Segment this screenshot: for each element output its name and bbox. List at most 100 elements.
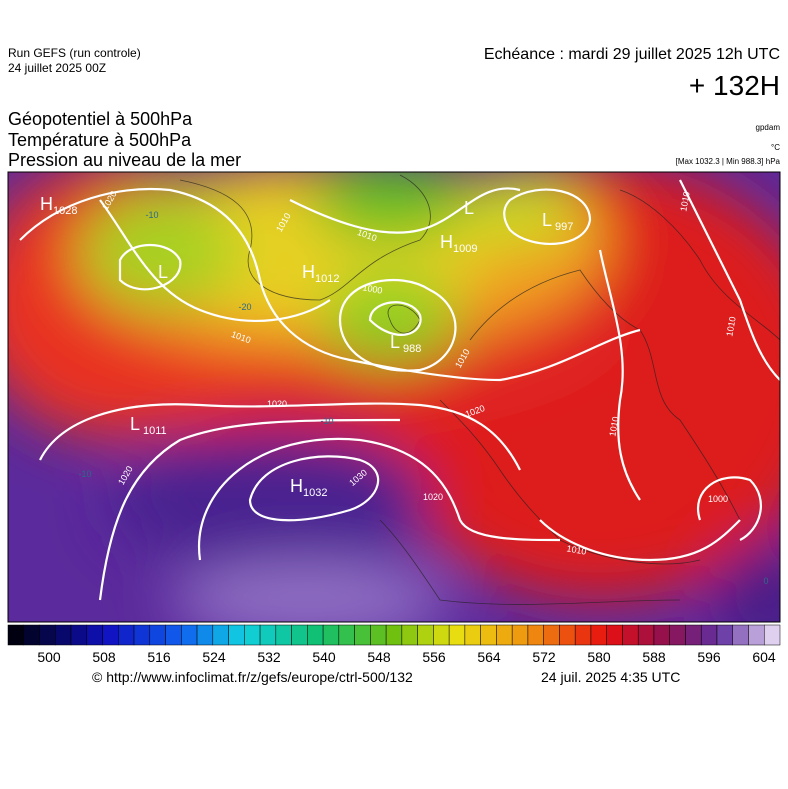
pressure-value: 1012 bbox=[315, 273, 339, 285]
isobar-label: 1020 bbox=[423, 492, 443, 502]
colorbar-swatch bbox=[322, 624, 340, 646]
colorbar-swatch bbox=[275, 624, 292, 646]
colorbar-tick-label: 548 bbox=[367, 649, 391, 665]
colorbar-swatch bbox=[291, 624, 308, 646]
colorbar-swatch bbox=[118, 624, 135, 646]
colorbar-swatch bbox=[181, 624, 198, 646]
isobar-label: 1000 bbox=[362, 282, 383, 295]
pressure-center: H bbox=[40, 194, 53, 214]
colorbar-swatch bbox=[732, 624, 749, 646]
colorbar-swatch bbox=[574, 624, 592, 646]
colorbar-swatch bbox=[669, 624, 686, 646]
isobar-label: 1010 bbox=[678, 191, 691, 212]
temperature-label: -10 bbox=[320, 416, 333, 426]
colorbar-tick-label: 604 bbox=[752, 649, 776, 665]
lead-time: + 132H bbox=[688, 70, 780, 101]
colorbar-swatch bbox=[543, 624, 560, 646]
colorbar-tick-label: 596 bbox=[697, 649, 721, 665]
title: Température à 500hPa bbox=[8, 130, 192, 150]
colorbar-tick-label: 508 bbox=[92, 649, 116, 665]
colorbar-swatch bbox=[23, 624, 40, 646]
colorbar-tick-label: 516 bbox=[147, 649, 171, 665]
colorbar-swatch bbox=[7, 624, 25, 646]
colorbar-swatch bbox=[464, 624, 481, 646]
temperature-label: -10 bbox=[78, 469, 91, 479]
pressure-center: L bbox=[158, 262, 168, 282]
pressure-center: L bbox=[130, 414, 140, 434]
colorbar-tick-label: 500 bbox=[37, 649, 61, 665]
unit: [Max 1032.3 | Min 988.3] hPa bbox=[675, 157, 780, 166]
colorbar-swatch bbox=[259, 624, 277, 646]
colorbar-swatch bbox=[354, 624, 371, 646]
colorbar-swatch bbox=[133, 624, 151, 646]
valid-time: Echéance : mardi 29 juillet 2025 12h UTC bbox=[483, 46, 780, 63]
colorbar-swatch bbox=[480, 624, 497, 646]
colorbar-swatch bbox=[244, 624, 261, 646]
colorbar-swatch bbox=[748, 624, 765, 646]
colorbar-swatch bbox=[39, 624, 56, 646]
colorbar-swatch bbox=[196, 624, 214, 646]
pressure-value: 1032 bbox=[303, 487, 327, 499]
colorbar-swatch bbox=[653, 624, 670, 646]
title: Pression au niveau de la mer bbox=[8, 150, 242, 170]
colorbar-tick-label: 580 bbox=[587, 649, 611, 665]
colorbar-swatch bbox=[511, 624, 529, 646]
colorbar-swatch bbox=[527, 624, 544, 646]
colorbar-swatch bbox=[496, 624, 513, 646]
pressure-center: H bbox=[440, 232, 453, 252]
colorbar: 500 508 516 524 532 540 548 556 564 572 580 588 596 6… bbox=[7, 624, 781, 665]
isobar-label: 1010 bbox=[566, 543, 587, 556]
colorbar-swatch bbox=[370, 624, 387, 646]
colorbar-swatch bbox=[149, 624, 166, 646]
colorbar-swatch bbox=[212, 624, 229, 646]
colorbar-swatch bbox=[102, 624, 119, 646]
colorbar-tick-label: 564 bbox=[477, 649, 501, 665]
colorbar-swatch bbox=[433, 624, 450, 646]
run-name: Run GEFS (run controle) bbox=[8, 46, 141, 60]
temperature-label: -10 bbox=[145, 210, 158, 220]
isobar-label: 1020 bbox=[267, 399, 287, 409]
colorbar-swatch bbox=[307, 624, 324, 646]
pressure-center: L bbox=[464, 198, 474, 218]
colorbar-swatch bbox=[385, 624, 403, 646]
colorbar-tick-label: 524 bbox=[202, 649, 226, 665]
colorbar-swatch bbox=[606, 624, 623, 646]
unit: °C bbox=[771, 143, 780, 152]
isobar-label: 1000 bbox=[708, 494, 728, 504]
pressure-center: L bbox=[390, 332, 400, 352]
colorbar-swatch bbox=[622, 624, 639, 646]
colorbar-swatch bbox=[401, 624, 418, 646]
isobar-label: 1010 bbox=[607, 416, 620, 437]
colorbar-swatch bbox=[338, 624, 355, 646]
colorbar-swatch bbox=[70, 624, 88, 646]
colorbar-swatch bbox=[590, 624, 607, 646]
pressure-value: 1009 bbox=[453, 243, 477, 255]
title: Géopotentiel à 500hPa bbox=[8, 109, 193, 129]
colorbar-swatch bbox=[86, 624, 103, 646]
colorbar-swatch bbox=[763, 624, 781, 646]
colorbar-tick-label: 556 bbox=[422, 649, 446, 665]
colorbar-swatch bbox=[228, 624, 245, 646]
colorbar-tick-label: 540 bbox=[312, 649, 336, 665]
colorbar-swatch bbox=[448, 624, 466, 646]
temperature-label: 0 bbox=[763, 576, 768, 586]
unit: gpdam bbox=[755, 123, 780, 132]
map-frame bbox=[7, 171, 781, 623]
colorbar-swatch bbox=[417, 624, 434, 646]
pressure-center: H bbox=[302, 262, 315, 282]
pressure-center: L bbox=[542, 210, 552, 230]
colorbar-tick-label: 572 bbox=[532, 649, 556, 665]
colorbar-tick-label: 532 bbox=[257, 649, 281, 665]
pressure-center: H bbox=[290, 476, 303, 496]
colorbar-swatch bbox=[700, 624, 718, 646]
colorbar-swatch bbox=[716, 624, 733, 646]
isobar-label: 1010 bbox=[724, 316, 737, 337]
pressure-value: 1028 bbox=[53, 205, 77, 217]
colorbar-swatch bbox=[165, 624, 182, 646]
colorbar-swatch bbox=[637, 624, 655, 646]
pressure-value: 1011 bbox=[143, 425, 167, 437]
pressure-value: 988 bbox=[403, 343, 421, 355]
colorbar-swatch bbox=[685, 624, 702, 646]
